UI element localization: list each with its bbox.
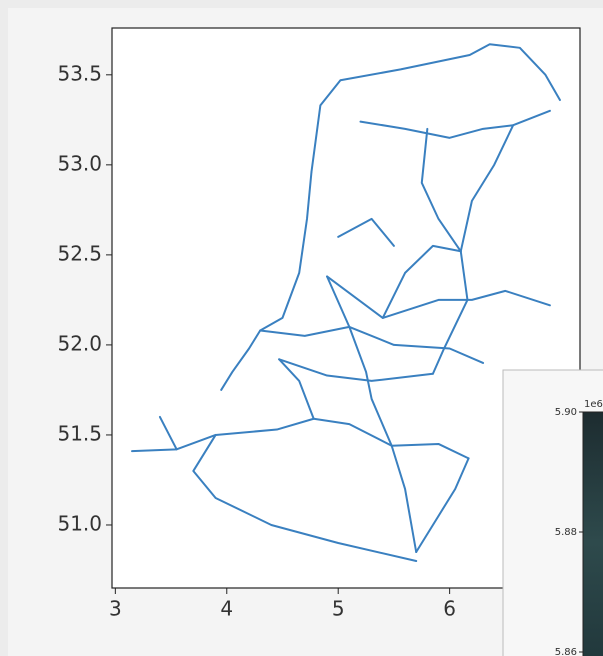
y-tick-label: 53.5: [57, 61, 102, 85]
x-tick-label: 3: [109, 597, 122, 621]
x-tick-label: 4: [220, 597, 233, 621]
x-tick-label: 5: [332, 597, 345, 621]
y-tick-label: 5.88: [555, 527, 577, 538]
y-tick-label: 53.0: [57, 151, 102, 175]
main-chart: 3 4 5 6 51.0 51.5 52.0 52.5 53.0 53.5: [57, 28, 580, 621]
y-tick-label: 5.86: [555, 647, 577, 656]
second-chart: 5.90 5.88 5.86 1e6: [503, 370, 603, 656]
image: [583, 412, 603, 656]
y-tick-label: 52.0: [57, 331, 102, 355]
y-tick-label: 5.90: [555, 407, 577, 418]
y-tick-label: 51.0: [57, 511, 102, 535]
x-tick-label: 6: [443, 597, 456, 621]
y-tick-label: 51.5: [57, 421, 102, 445]
offset-text: 1e6: [584, 399, 603, 410]
y-tick-label: 52.5: [57, 241, 102, 265]
screenshot: 3 4 5 6 51.0 51.5 52.0 52.5 53.0 53.5 5.90 5.88 5.8…: [0, 0, 603, 656]
